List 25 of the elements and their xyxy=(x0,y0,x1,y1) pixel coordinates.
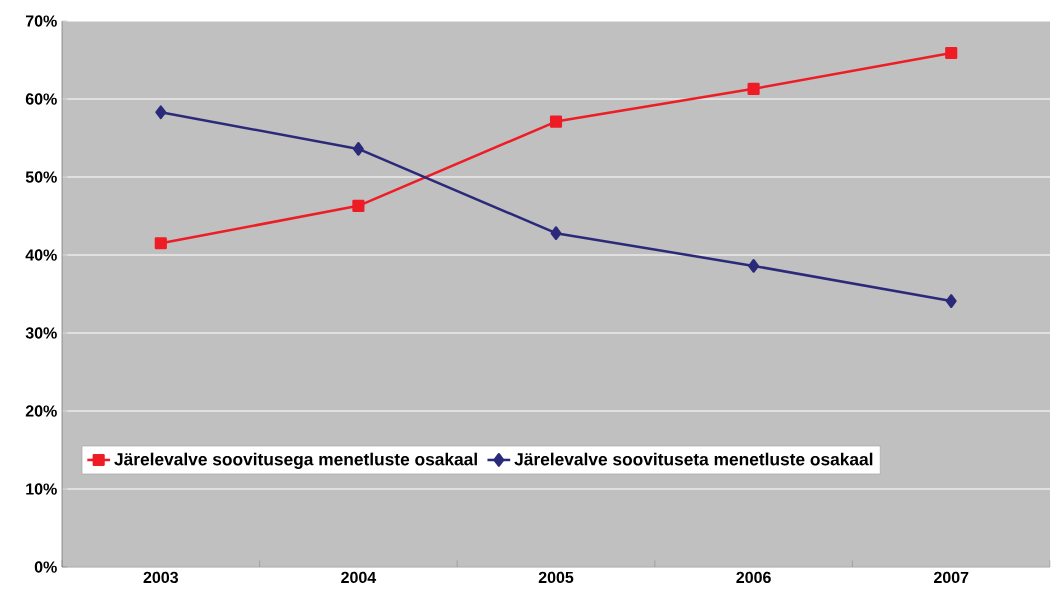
point xyxy=(549,115,563,128)
y-tick-label: 70% xyxy=(25,15,57,27)
y-tick-label: 0% xyxy=(34,561,57,573)
x-tick-label: 2007 xyxy=(933,571,969,584)
legend-label: Järelevalve soovitusega menetluste osakaal xyxy=(114,452,477,469)
point xyxy=(352,142,364,156)
point xyxy=(945,294,957,308)
x-tick-label: 2006 xyxy=(736,571,771,584)
y-tick-label: 20% xyxy=(25,405,57,417)
y-tick-label: 30% xyxy=(25,327,57,339)
point xyxy=(352,199,365,212)
point xyxy=(550,226,562,241)
point xyxy=(748,259,760,273)
legend-label: Järelevalve soovituseta menetluste osakaal xyxy=(514,452,873,466)
point xyxy=(747,82,760,95)
point xyxy=(154,237,167,250)
x-tick-label: 2004 xyxy=(341,571,377,584)
y-tick-label: 60% xyxy=(25,93,57,105)
y-tick-label: 40% xyxy=(25,249,57,261)
x-tick-label: 2003 xyxy=(143,571,179,584)
point xyxy=(155,105,167,120)
y-tick-label: 50% xyxy=(25,171,57,183)
y-tick-label: 10% xyxy=(26,483,57,495)
point xyxy=(945,46,958,60)
x-tick-label: 2005 xyxy=(538,571,574,584)
